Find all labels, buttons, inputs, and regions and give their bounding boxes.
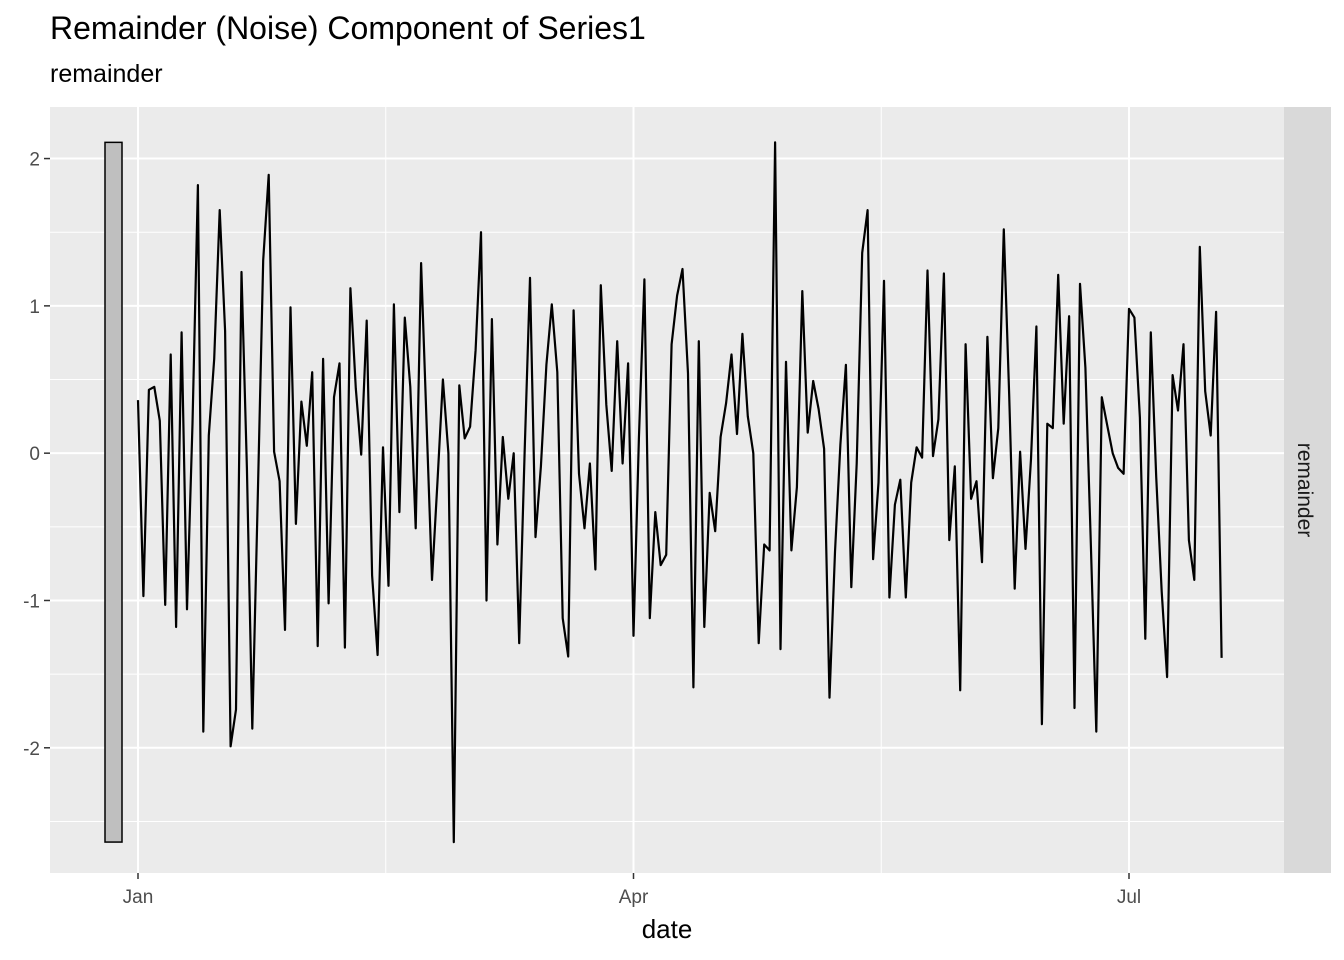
range-bar	[104, 141, 123, 843]
facet-strip	[1284, 107, 1331, 873]
facet-strip-label: remainder	[1293, 443, 1316, 538]
y-axis: 2 1 0 -1 -2	[23, 150, 50, 760]
x-axis-title: date	[642, 914, 693, 944]
x-axis: Jan Apr Jul	[123, 873, 1141, 908]
x-tick-label: Jul	[1117, 887, 1141, 908]
series-group	[136, 141, 1223, 844]
chart-subtitle: remainder	[50, 60, 163, 88]
y-tick-label: -2	[23, 739, 40, 760]
y-tick-label: 2	[29, 150, 40, 171]
x-tick-label: Jan	[123, 887, 154, 908]
y-tick-label: 0	[29, 444, 40, 465]
grid-minor	[50, 107, 1284, 873]
x-tick-label: Apr	[619, 887, 649, 908]
grid-major	[50, 107, 1284, 873]
chart-title: Remainder (Noise) Component of Series1	[50, 10, 646, 46]
range-bar-group	[104, 141, 123, 843]
y-tick-label: -1	[23, 591, 40, 612]
y-tick-label: 1	[29, 297, 40, 318]
series-line	[136, 141, 1223, 844]
